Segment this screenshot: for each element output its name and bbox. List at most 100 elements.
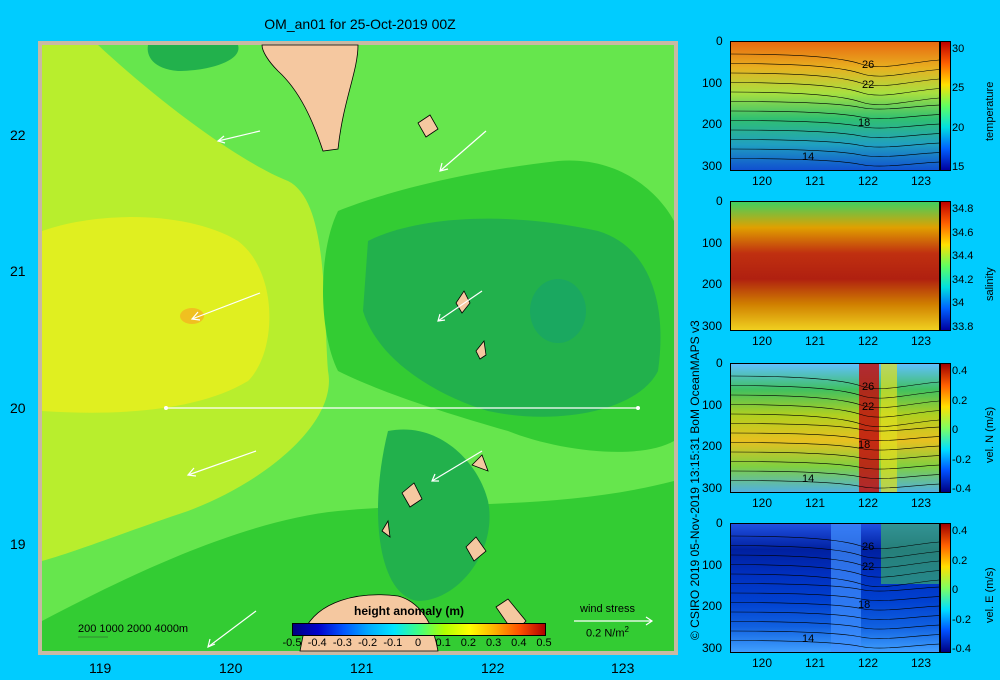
colorbar-tick-label: -0.4 — [952, 643, 971, 655]
temperature-colorbar — [940, 41, 951, 171]
longitude-tick-label: 123 — [911, 174, 932, 188]
colorbar-tick-label: 30 — [952, 43, 965, 55]
colorbar-ticks: -0.5 -0.4 -0.3 -0.2 -0.1 0 0.1 0.2 0.3 0.4 0.5 — [282, 637, 554, 651]
wind-stress-arrows — [186, 130, 487, 649]
depth-tick-label: 100 — [702, 75, 723, 90]
colorbar-tick-label: 34.4 — [952, 250, 974, 263]
map-y-tick: 22 — [10, 127, 26, 143]
wind-stress-legend: wind stress 0.2 N/m2 — [572, 603, 662, 643]
longitude-tick-label: 121 — [805, 334, 826, 348]
map-frame — [38, 41, 678, 655]
depth-tick-label: 300 — [702, 480, 723, 495]
colorbar-tick-label: 33.8 — [952, 321, 974, 333]
colorbar-tick-label: 15 — [952, 161, 965, 173]
colorbar-tick-label: 0.5 — [536, 637, 552, 649]
island-7 — [465, 536, 487, 562]
luzon-land — [299, 594, 439, 652]
depth-tick-label: 200 — [702, 117, 723, 131]
colorbar-title: height anomaly (m) — [354, 604, 465, 618]
colorbar-tick-label: 0.1 — [435, 637, 451, 649]
longitude-tick-label: 122 — [858, 656, 879, 670]
contour-label: 18 — [858, 599, 871, 611]
vel-n-colorbar — [940, 363, 951, 493]
longitude-tick-label: 123 — [911, 334, 932, 348]
colorbar-tick-label: 0 — [414, 637, 422, 649]
depth-tick-label: 200 — [702, 277, 723, 291]
depth-tick-label: 100 — [702, 557, 723, 572]
depth-tick-label: 100 — [702, 235, 723, 250]
contour-label: 18 — [858, 439, 871, 451]
depth-tick-label: 200 — [702, 599, 723, 613]
map-x-tick: 121 — [350, 660, 374, 676]
colorbar-gradient — [292, 623, 546, 636]
colorbar-tick-label: 0.3 — [485, 637, 502, 649]
longitude-tick-label: 121 — [805, 496, 826, 510]
vel-n-colorbar-label: vel. N (m/s) — [984, 406, 996, 463]
depth-legend: 200 1000 2000 4000m — [78, 623, 189, 635]
longitude-tick-label: 120 — [752, 174, 773, 188]
contour-label: 14 — [802, 473, 815, 485]
dark-green-region — [363, 218, 661, 417]
section-end-marker — [636, 406, 640, 410]
depth-tick-label: 300 — [702, 158, 723, 173]
contour-label: 14 — [802, 633, 815, 645]
longitude-tick-label: 123 — [911, 656, 932, 670]
colorbar-tick-label: -0.2 — [952, 453, 971, 466]
temperature-colorbar-label: temperature — [984, 81, 996, 141]
contour-label: 22 — [862, 401, 875, 413]
map-y-tick: 19 — [10, 536, 26, 552]
salinity-section-panel[interactable] — [730, 201, 940, 331]
longitude-tick-label: 122 — [858, 174, 879, 188]
colorbar-tick-label: 0.2 — [952, 394, 968, 407]
colorbar-tick-label: -0.4 — [307, 637, 327, 649]
salinity-colorbar — [940, 201, 951, 331]
colorbar-tick-label: 34.8 — [952, 203, 974, 215]
depth-tick-label: 300 — [702, 318, 723, 333]
contour-label: 18 — [858, 117, 871, 129]
contour-label: 26 — [862, 541, 875, 553]
colorbar-tick-label: 0.4 — [952, 365, 968, 377]
colorbar-tick-label: 0 — [952, 424, 959, 436]
taiwan-land — [261, 44, 359, 152]
colorbar-tick-label: -0.2 — [952, 613, 971, 626]
colorbar-tick-label: 34.6 — [952, 226, 974, 239]
colorbar-tick-label: 25 — [952, 82, 965, 95]
northern-dark-green — [147, 45, 239, 71]
depth-tick-label: 0 — [716, 194, 723, 208]
colorbar-tick-label: 0.4 — [511, 637, 527, 649]
map-x-tick: 123 — [611, 660, 635, 676]
vel-e-colorbar — [940, 523, 951, 653]
map-title: OM_an01 for 25-Oct-2019 00Z — [264, 16, 456, 32]
wind-legend-label: wind stress — [580, 603, 636, 615]
island-1 — [417, 114, 439, 138]
colorbar-tick-label: 0.2 — [952, 554, 968, 567]
island-4 — [471, 454, 489, 472]
longitude-tick-label: 121 — [805, 174, 826, 188]
colorbar-tick-label: 0 — [952, 584, 959, 596]
contour-label: 22 — [862, 561, 875, 573]
contour-label: 26 — [862, 381, 875, 393]
depth-tick-label: 0 — [716, 34, 723, 48]
temperature-section-panel[interactable] — [730, 41, 940, 171]
depth-tick-label: 300 — [702, 640, 723, 655]
depth-tick-label: 100 — [702, 397, 723, 412]
longitude-tick-label: 120 — [752, 334, 773, 348]
height-anomaly-map[interactable] — [38, 41, 678, 655]
island-6 — [381, 519, 391, 538]
colorbar-tick-label: 34 — [952, 297, 965, 310]
depth-tick-label: 0 — [716, 356, 723, 370]
contour-label: 22 — [862, 79, 875, 91]
map-x-tick: 122 — [481, 660, 505, 676]
vel-e-colorbar-label: vel. E (m/s) — [984, 567, 996, 623]
island-2 — [455, 290, 471, 314]
salinity-colorbar-label: salinity — [984, 267, 996, 301]
map-y-tick: 21 — [10, 263, 26, 279]
contour-label: 14 — [802, 151, 815, 163]
colorbar-tick-label: 34.2 — [952, 273, 974, 286]
vel-n-section-panel[interactable] — [730, 363, 940, 493]
island-5 — [401, 482, 423, 508]
longitude-tick-label: 121 — [805, 656, 826, 670]
colorbar-tick-label: -0.5 — [282, 637, 302, 649]
vel-e-section-panel[interactable] — [730, 523, 940, 653]
longitude-tick-label: 122 — [858, 496, 879, 510]
